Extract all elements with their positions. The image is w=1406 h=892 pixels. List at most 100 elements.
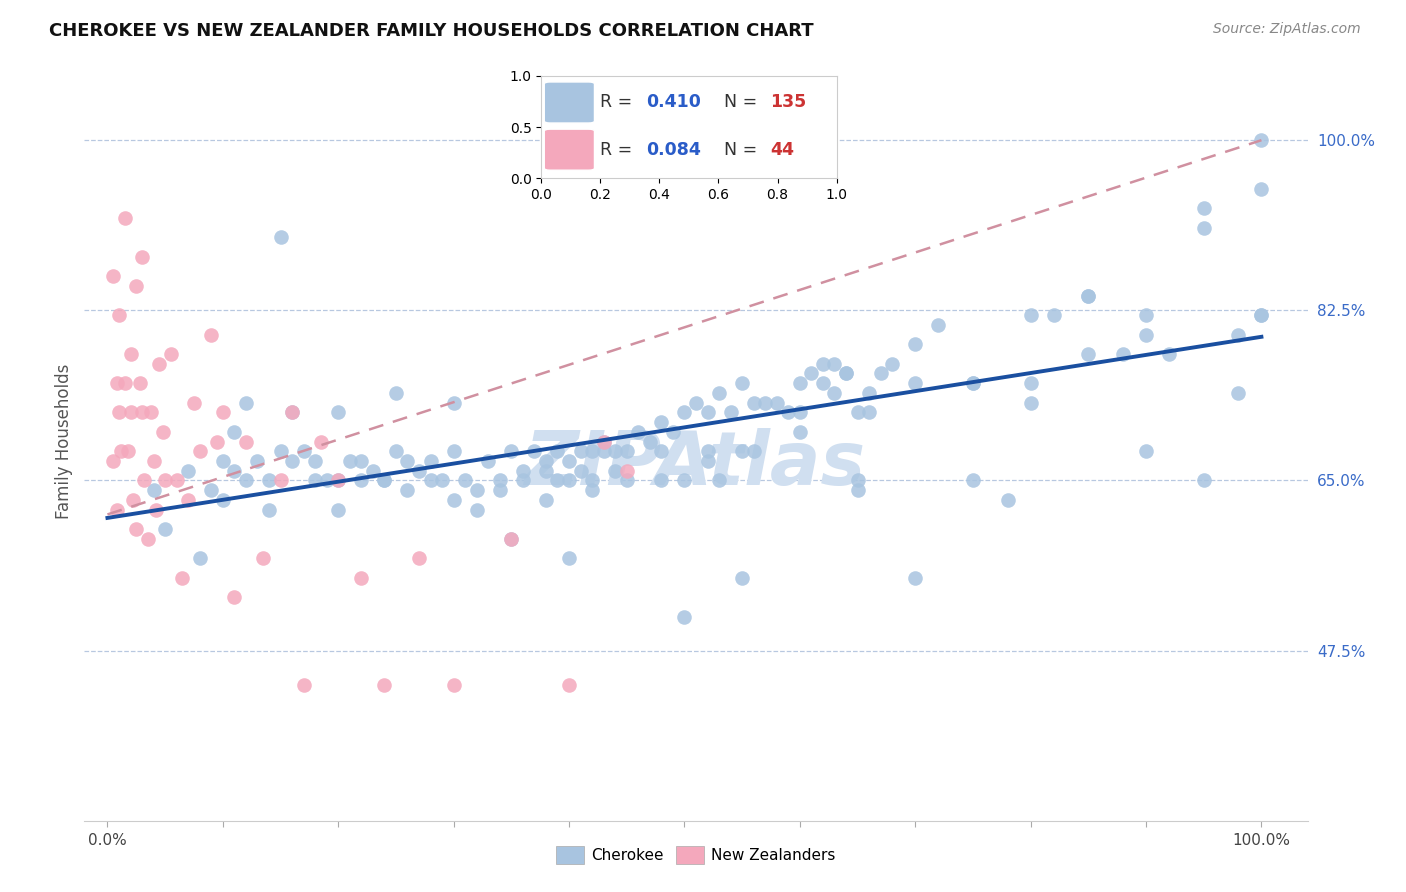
Point xyxy=(246,454,269,468)
Point xyxy=(114,211,136,225)
Point xyxy=(789,376,811,391)
Point xyxy=(120,405,142,419)
Point xyxy=(134,474,156,488)
Point xyxy=(823,386,845,401)
Point xyxy=(315,474,337,488)
Point xyxy=(125,522,148,536)
Point xyxy=(1019,308,1042,322)
Point xyxy=(128,376,150,391)
Point xyxy=(454,474,477,488)
Point xyxy=(558,454,581,468)
Point xyxy=(205,434,228,449)
Point xyxy=(501,444,523,458)
Point xyxy=(731,571,754,585)
Point xyxy=(224,464,246,478)
Point xyxy=(823,357,845,371)
Point xyxy=(846,483,869,497)
Point xyxy=(1077,289,1099,303)
Point xyxy=(1192,474,1215,488)
Text: ZIPAtlas: ZIPAtlas xyxy=(526,428,866,500)
Point xyxy=(742,395,765,409)
Point xyxy=(673,474,696,488)
Point xyxy=(1250,308,1272,322)
Point xyxy=(142,483,165,497)
Point xyxy=(1135,444,1157,458)
Point xyxy=(443,492,465,507)
Point xyxy=(235,474,257,488)
Point xyxy=(224,425,246,439)
Point xyxy=(105,502,128,516)
Point xyxy=(581,483,603,497)
Point xyxy=(121,492,143,507)
Point xyxy=(373,474,395,488)
Point xyxy=(1250,133,1272,147)
Point xyxy=(1159,347,1181,361)
Point xyxy=(188,444,211,458)
Point xyxy=(662,425,685,439)
Point xyxy=(754,395,776,409)
Point xyxy=(581,444,603,458)
Point xyxy=(997,492,1019,507)
Point xyxy=(110,444,132,458)
Y-axis label: Family Households: Family Households xyxy=(55,364,73,519)
Point xyxy=(419,454,441,468)
Point xyxy=(465,483,488,497)
Point xyxy=(534,492,557,507)
Point xyxy=(534,454,557,468)
Point xyxy=(616,444,638,458)
Point xyxy=(339,454,361,468)
Text: N =: N = xyxy=(724,141,763,159)
Point xyxy=(673,609,696,624)
Point xyxy=(488,483,510,497)
Text: 44: 44 xyxy=(770,141,794,159)
Point xyxy=(350,474,373,488)
Point xyxy=(160,347,183,361)
Point xyxy=(904,571,927,585)
Point xyxy=(148,357,170,371)
Point xyxy=(501,532,523,546)
Point xyxy=(592,434,614,449)
Point xyxy=(720,405,742,419)
Point xyxy=(685,395,707,409)
Point xyxy=(523,444,546,458)
FancyBboxPatch shape xyxy=(544,129,595,170)
Point xyxy=(188,551,211,566)
Point xyxy=(1112,347,1135,361)
Point xyxy=(512,464,534,478)
Point xyxy=(605,464,627,478)
Point xyxy=(166,474,188,488)
Point xyxy=(103,269,125,284)
Point xyxy=(558,474,581,488)
Point xyxy=(627,425,650,439)
Point xyxy=(385,386,408,401)
Point xyxy=(145,502,167,516)
Point xyxy=(962,376,984,391)
Point xyxy=(443,444,465,458)
Point xyxy=(152,425,174,439)
Point xyxy=(1077,347,1099,361)
Point xyxy=(650,474,672,488)
Point xyxy=(304,474,326,488)
Text: N =: N = xyxy=(724,94,763,112)
Point xyxy=(373,474,395,488)
Point xyxy=(172,571,194,585)
Point xyxy=(328,474,350,488)
Point xyxy=(350,571,373,585)
Point xyxy=(408,551,430,566)
Point xyxy=(616,464,638,478)
Point xyxy=(200,483,222,497)
Point xyxy=(200,327,222,342)
Point xyxy=(846,474,869,488)
Point xyxy=(224,590,246,604)
Point xyxy=(858,386,880,401)
Point xyxy=(742,444,765,458)
Point xyxy=(257,474,280,488)
Point xyxy=(270,444,292,458)
Point xyxy=(1135,327,1157,342)
Point xyxy=(1077,289,1099,303)
Point xyxy=(1042,308,1064,322)
Point xyxy=(616,474,638,488)
Point xyxy=(581,474,603,488)
Point xyxy=(1019,376,1042,391)
Point xyxy=(304,454,326,468)
